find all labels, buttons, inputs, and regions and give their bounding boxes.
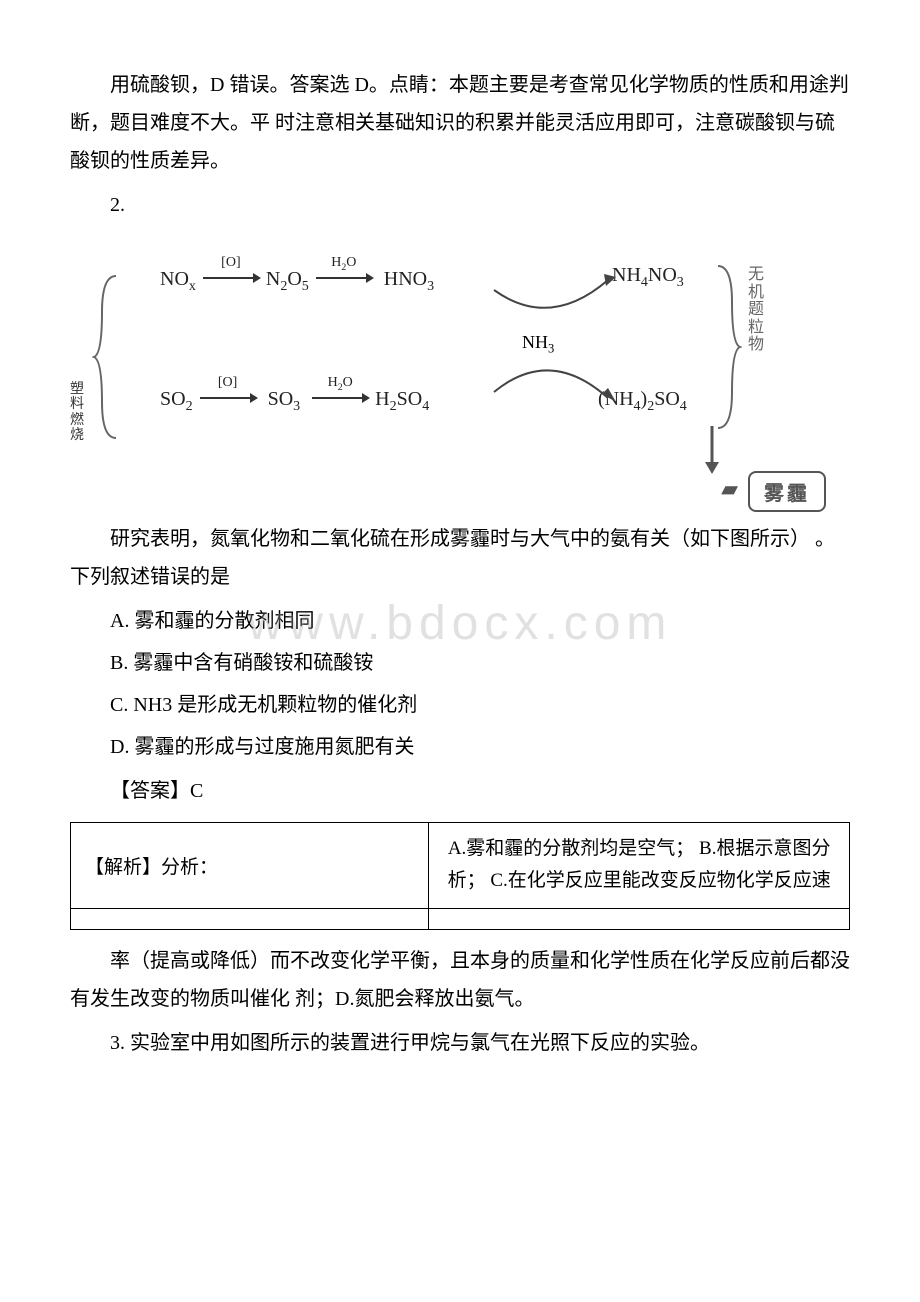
arrow-icon: H2O (310, 389, 370, 412)
tick-icon: ▰ (721, 476, 738, 502)
formula-so3: SO3 (263, 388, 306, 410)
curve-arrow-icon (490, 340, 620, 410)
table-cell-right: A.雾和霾的分散剂均是空气； B.根据示意图分析； C.在化学反应里能改变反应物… (429, 823, 850, 909)
table-row: 【解析】分析： A.雾和霾的分散剂均是空气； B.根据示意图分析； C.在化学反… (71, 823, 850, 909)
page-root: 用硫酸钡，D 错误。答案选 D。点睛：本题主要是考查常见化学物质的性质和用途判断… (0, 0, 920, 1108)
table-row (71, 908, 850, 929)
analysis-table: 【解析】分析： A.雾和霾的分散剂均是空气； B.根据示意图分析； C.在化学反… (70, 822, 850, 930)
brace-left-icon (92, 272, 122, 442)
right-vertical-label: 无机题粒物 (748, 266, 766, 354)
formula-nox: NOx (160, 268, 196, 290)
formula-n2o5: N2O5 (266, 268, 309, 290)
down-arrow-icon (702, 424, 722, 474)
reaction-row-2: SO2 [O] SO3 H2O H2SO4 (160, 388, 429, 415)
reaction-row-1: NOx [O] N2O5 H2O HNO3 (160, 268, 434, 295)
table-cell-empty (429, 908, 850, 929)
curve-arrow-icon (490, 274, 620, 334)
question-2-stem: 研究表明，氮氧化物和二氧化硫在形成雾霾时与大气中的氨有关（如下图所示） 。下列叙… (70, 520, 850, 596)
table-cell-empty (71, 908, 429, 929)
over-h2o: H2O (314, 255, 374, 273)
left-vertical-label: 塑料燃烧 (70, 382, 88, 444)
option-c: C. NH3 是形成无机颗粒物的催化剂 (70, 686, 850, 724)
over-h2o: H2O (310, 375, 370, 393)
arrow-icon: H2O (314, 269, 374, 292)
formula-h2so4: H2SO4 (375, 388, 429, 410)
option-a: A. 雾和霾的分散剂相同 (70, 602, 850, 640)
formula-hno3: HNO3 (379, 268, 434, 290)
wumai-box: 雾霾 (748, 471, 826, 512)
question-2-number: 2. (70, 186, 850, 224)
formula-so2: SO2 (160, 388, 193, 410)
arrow-icon: [O] (201, 269, 261, 292)
paragraph-1: 用硫酸钡，D 错误。答案选 D。点睛：本题主要是考查常见化学物质的性质和用途判断… (70, 66, 850, 180)
arrow-icon: [O] (198, 389, 258, 412)
options-block: www.bdocx.com A. 雾和霾的分散剂相同 B. 雾霾中含有硝酸铵和硫… (70, 602, 850, 766)
table-cell-left: 【解析】分析： (71, 823, 429, 909)
brace-right-icon (712, 262, 742, 432)
option-d: D. 雾霾的形成与过度施用氮肥有关 (70, 728, 850, 766)
option-b: B. 雾霾中含有硝酸铵和硫酸铵 (70, 644, 850, 682)
reaction-diagram: 塑料燃烧 NOx [O] N2O5 H2O HNO3 NH4NO3 NH3 (70, 232, 850, 512)
answer-label: 【答案】C (70, 772, 850, 810)
question-3-stem: 3. 实验室中用如图所示的装置进行甲烷与氯气在光照下反应的实验。 (70, 1024, 850, 1062)
paragraph-after-table: 率（提高或降低）而不改变化学平衡，且本身的质量和化学性质在化学反应前后都没有发生… (70, 942, 850, 1018)
formula-nh4no3: NH4NO3 (612, 264, 684, 291)
